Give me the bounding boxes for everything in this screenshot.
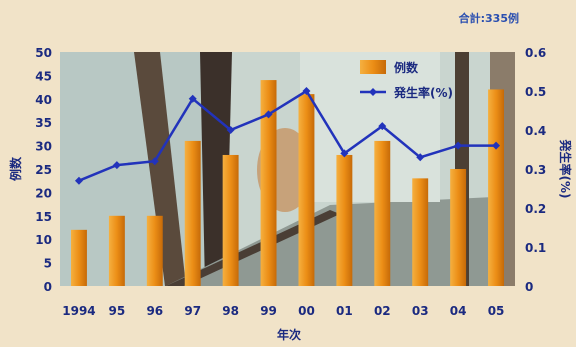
legend-label-line: 発生率(%) [393, 85, 453, 100]
y-tick-label-right: 0.1 [525, 241, 546, 255]
bar [146, 215, 163, 286]
y-tick-label-right: 0.2 [525, 202, 546, 216]
bar [450, 169, 467, 286]
bar [184, 140, 201, 286]
chart-marks: 0510152025303540455000.10.20.30.40.50.61… [35, 46, 546, 318]
y-tick-label-left: 20 [35, 186, 52, 200]
y-tick-label-left: 0 [44, 280, 52, 294]
y-tick-label-right: 0.4 [525, 124, 546, 138]
y-tick-label-left: 5 [44, 257, 52, 271]
y-tick-label-left: 50 [35, 46, 52, 60]
bar [374, 140, 391, 286]
line-point [378, 122, 387, 131]
line-point [340, 149, 349, 158]
bar [222, 154, 239, 286]
legend-marker-line [369, 88, 377, 96]
y-tick-label-left: 45 [35, 69, 52, 83]
y-tick-label-left: 40 [35, 93, 52, 107]
line-point [302, 87, 311, 95]
y-axis-title-left: 例数 [8, 156, 23, 181]
y-tick-label-right: 0.6 [525, 46, 546, 60]
x-tick-label: 05 [488, 304, 505, 318]
line-point [188, 94, 197, 103]
line-point [226, 126, 235, 134]
x-axis-title: 年次 [277, 327, 301, 342]
y-tick-label-right: 0.3 [525, 163, 546, 177]
y-tick-label-left: 10 [35, 233, 52, 247]
series-line-rate [78, 89, 497, 182]
line-point [74, 176, 83, 185]
x-tick-label: 00 [298, 304, 315, 318]
legend-label-bar: 例数 [394, 60, 419, 75]
y-tick-label-left: 35 [35, 116, 52, 130]
x-tick-label: 96 [146, 304, 163, 318]
y-tick-label-right: 0 [525, 280, 533, 294]
bar [488, 89, 505, 286]
bar [70, 229, 87, 286]
x-tick-label: 1994 [62, 304, 95, 318]
line-point [150, 157, 159, 166]
total-label: 合計:335例 [459, 11, 519, 25]
legend-swatch-bar [360, 60, 386, 74]
x-tick-label: 03 [412, 304, 429, 318]
bar [412, 178, 429, 286]
x-tick-label: 95 [109, 304, 126, 318]
x-tick-label: 99 [260, 304, 277, 318]
x-tick-label: 04 [450, 304, 467, 318]
x-tick-label: 97 [184, 304, 201, 318]
line-point [492, 141, 501, 150]
x-tick-label: 98 [222, 304, 239, 318]
y-tick-label-left: 25 [35, 163, 52, 177]
bar [108, 215, 125, 286]
bar [336, 154, 353, 286]
y-tick-label-left: 15 [35, 210, 52, 224]
y-tick-label-right: 0.5 [525, 85, 546, 99]
y-axis-title-right: 発生率(%) [558, 139, 573, 199]
bar [298, 94, 315, 287]
line-point [454, 141, 463, 150]
bar [260, 80, 277, 286]
line-point [264, 110, 273, 119]
line-point [416, 153, 425, 162]
x-tick-label: 02 [374, 304, 391, 318]
line-point [112, 161, 121, 170]
x-tick-label: 01 [336, 304, 353, 318]
y-tick-label-left: 30 [35, 140, 52, 154]
